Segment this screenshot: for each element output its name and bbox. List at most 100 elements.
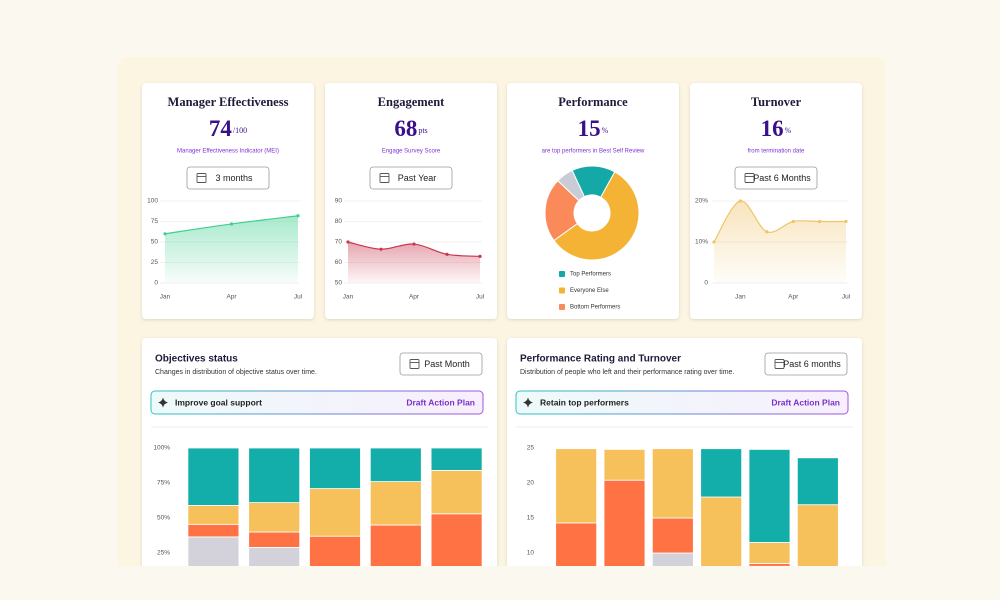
line: [713, 200, 846, 243]
bar-segment: [603, 479, 646, 566]
legend-swatch: [559, 304, 565, 310]
bar-segment: [248, 531, 301, 548]
y-tick-label: 0: [704, 280, 708, 287]
bar-segment: [248, 547, 301, 566]
point: [818, 219, 822, 224]
bar-segment: [309, 447, 361, 489]
y-tick-label: 0: [154, 280, 158, 287]
bar-segment: [555, 522, 598, 566]
x-tick-label: Jul: [842, 294, 851, 301]
point: [738, 199, 743, 203]
bar-segment: [430, 447, 483, 471]
banner-text: Retain top performers: [540, 397, 629, 407]
kpi-number: 15: [578, 116, 601, 141]
bar-segment: [187, 523, 240, 538]
kpi-unit: /100: [233, 126, 247, 135]
legend-swatch: [559, 271, 565, 277]
filter-label: Past 6 Months: [753, 173, 811, 183]
point: [296, 214, 300, 218]
bar-segment: [651, 448, 694, 519]
bar-segment: [555, 448, 598, 524]
y-tick-label: 10: [527, 550, 535, 557]
bar-segment: [796, 457, 839, 506]
kpi-unit: pts: [418, 126, 427, 135]
area-fill: [348, 242, 480, 283]
kpi-caption: Engage Survey Score: [382, 149, 441, 155]
panel-title: Objectives status: [155, 354, 238, 365]
x-tick-label: Apr: [788, 294, 799, 301]
bar-segment: [369, 524, 422, 566]
calendar-icon: [379, 173, 390, 183]
action-banner[interactable]: [150, 390, 484, 415]
banner-action[interactable]: Draft Action Plan: [771, 397, 840, 407]
sparkle-icon: [523, 397, 533, 408]
card-title: Manager Effectiveness: [168, 95, 289, 109]
y-tick-label: 25: [151, 259, 159, 266]
kpi-value: 74/100: [209, 116, 247, 141]
y-tick-label: 100%: [153, 445, 170, 452]
x-tick-label: Jul: [294, 294, 303, 301]
card-title: Engagement: [378, 95, 446, 109]
legend-label: Everyone Else: [570, 288, 609, 294]
kpi-card: [507, 83, 679, 319]
bar-segment: [796, 504, 839, 566]
y-tick-label: 50: [151, 239, 159, 246]
y-tick-label: 90: [335, 198, 343, 205]
panel-subtitle: Changes in distribution of objective sta…: [155, 369, 317, 376]
filter-button[interactable]: [186, 166, 270, 190]
filter-button[interactable]: [734, 166, 818, 190]
bar-segment: [430, 469, 483, 515]
banner-action[interactable]: Draft Action Plan: [406, 397, 475, 407]
point: [791, 219, 795, 224]
point: [379, 247, 383, 251]
legend-label: Top Performers: [570, 272, 611, 278]
filter-button[interactable]: [399, 352, 483, 376]
area-fill: [165, 215, 298, 283]
bar-segment: [187, 536, 240, 566]
filter-button[interactable]: [764, 352, 848, 376]
kpi-unit: %: [785, 126, 792, 135]
y-tick-label: 15: [527, 515, 535, 522]
point: [445, 252, 449, 256]
bar-segment: [248, 447, 301, 503]
bar-segment: [700, 496, 743, 566]
banner-text: Improve goal support: [175, 397, 262, 407]
x-tick-label: Jul: [476, 294, 485, 301]
point: [844, 219, 848, 224]
calendar-icon: [196, 173, 207, 183]
x-tick-label: Jan: [160, 294, 171, 301]
kpi-unit: %: [602, 126, 609, 135]
bar-segment: [651, 517, 694, 554]
kpi-caption: are top performers in Best Self Review: [542, 149, 645, 155]
point: [163, 232, 167, 236]
bar-segment: [700, 448, 743, 498]
panel-subtitle: Distribution of people who left and thei…: [520, 369, 734, 376]
bar-segment: [651, 552, 694, 566]
point: [412, 242, 416, 246]
kpi-value: 68pts: [394, 116, 427, 141]
point: [712, 240, 716, 244]
filter-label: Past Year: [398, 173, 437, 183]
panel-area: Manager Effectiveness 74/100 Manager Effec…: [118, 57, 886, 566]
bar-segment: [369, 481, 422, 526]
point: [478, 254, 482, 258]
y-tick-label: 60: [335, 259, 343, 266]
filter-label: Past 6 months: [783, 359, 841, 369]
x-tick-label: Jan: [735, 294, 746, 301]
filter-button[interactable]: [369, 166, 453, 190]
point: [229, 222, 234, 226]
bar-segment: [748, 542, 791, 564]
bar-segment: [748, 563, 791, 566]
kpi-number: 68: [394, 116, 417, 141]
y-tick-label: 20: [527, 480, 535, 487]
bar-segment: [430, 513, 483, 566]
kpi-value: 16%: [761, 116, 792, 141]
calendar-icon: [774, 359, 785, 369]
kpi-number: 16: [761, 116, 784, 141]
x-tick-label: Apr: [409, 294, 420, 301]
action-banner[interactable]: [515, 390, 849, 415]
x-tick-label: Apr: [226, 294, 237, 301]
bar-segment: [187, 504, 240, 525]
